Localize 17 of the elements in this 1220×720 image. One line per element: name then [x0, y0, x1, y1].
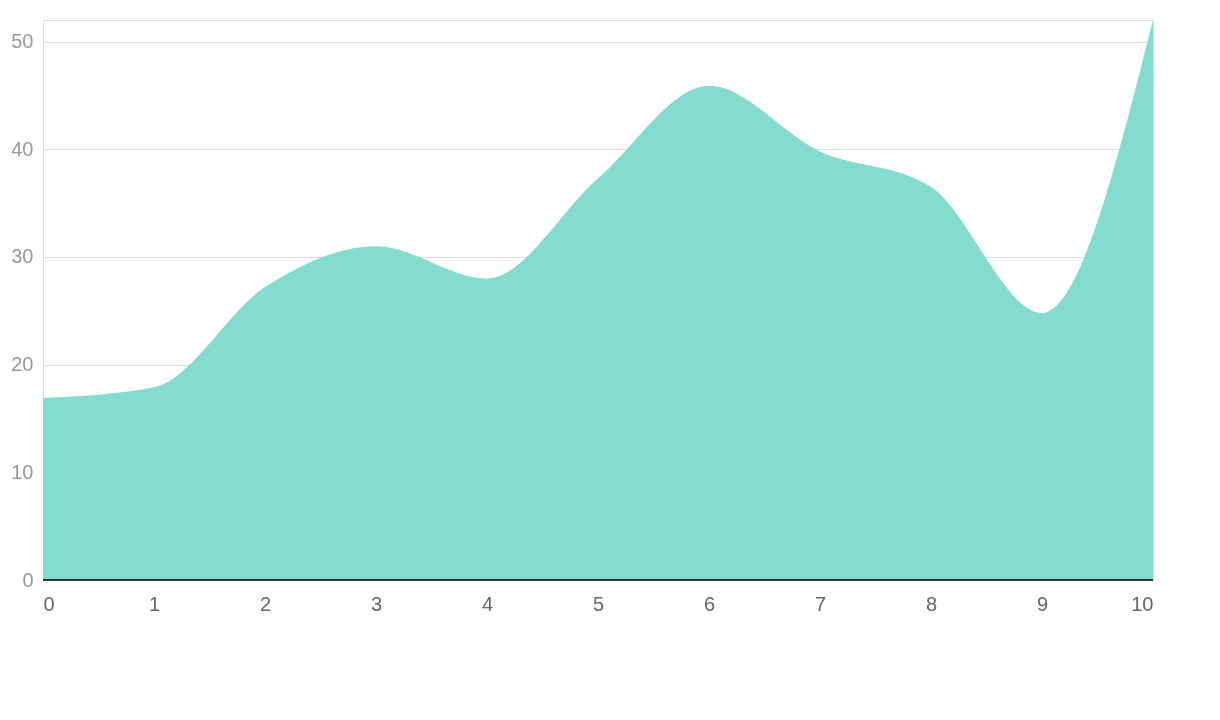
x-tick-label: 3	[370, 592, 383, 615]
x-tick-label: 4	[481, 592, 494, 615]
x-tick-label: 9	[1036, 592, 1049, 615]
x-tick-label: 8	[925, 592, 938, 615]
y-tick-label: 50	[11, 30, 34, 53]
y-tick-label: 0	[22, 568, 34, 591]
y-tick-label: 40	[11, 137, 34, 160]
y-tick-label: 10	[11, 460, 34, 483]
y-tick-label: 30	[11, 245, 34, 268]
x-tick-label: 5	[592, 592, 605, 615]
x-tick-label: 10	[1131, 592, 1154, 615]
x-tick-label: 6	[703, 592, 716, 615]
x-tick-label: 2	[259, 592, 272, 615]
x-tick-label: 0	[43, 592, 55, 615]
y-tick-label: 20	[11, 353, 34, 376]
x-tick-label: 1	[148, 592, 161, 615]
x-tick-label: 7	[814, 592, 827, 615]
